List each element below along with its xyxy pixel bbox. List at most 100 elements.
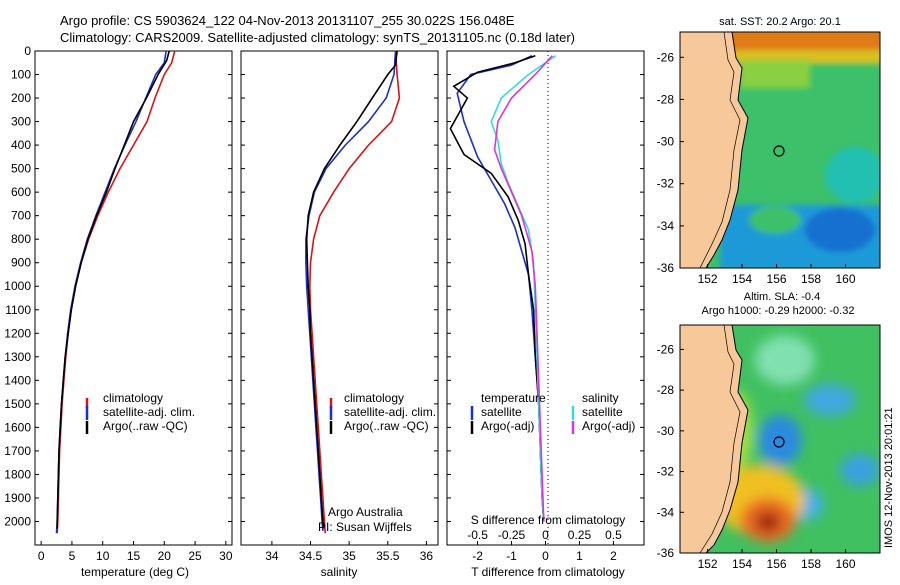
header-title-line2: Climatology: CARS2009. Satellite-adjuste… [60,30,575,45]
sst-argo-marker [773,145,785,157]
lat-tick-label: -30 [657,135,675,149]
x-tick-label: -2 [472,549,483,563]
sla-blue-blob-3 [840,454,880,486]
lat-tick-label: -32 [657,177,675,191]
lat-tick-label: -28 [657,383,675,397]
depth-tick-label: 2000 [4,514,31,528]
sla-light-blob [755,335,815,385]
legend-label-argo: Argo(..raw -QC) [103,419,188,433]
t-difference-axis-label: T difference from climatology [471,565,625,579]
sst-green-patch [749,206,801,234]
temperature-tick-labels: 0 5 10 15 20 25 30 [38,50,233,563]
sla-shelf-contour [699,325,741,553]
sla-map-title-line2: Argo h1000: -0.29 h2000: -0.32 [702,305,855,317]
lon-tick-label: 160 [836,272,856,286]
lon-tick-label: 152 [698,272,718,286]
t-difference-tick-labels: -2 -1 0 1 2 [447,50,644,563]
series-line-argo-raw-qc- [56,50,170,529]
depth-tick-label: 800 [11,232,31,246]
depth-tick-label: 1400 [4,373,31,387]
series-line-s-argo-adj- [493,55,553,522]
s-tick-label: 0.25 [568,528,592,542]
sst-coastline [705,32,749,268]
sst-yellow-patch [740,60,810,88]
lon-tick-label: 154 [732,272,752,286]
x-tick-label: -1 [506,549,517,563]
lat-tick-label: -30 [657,424,675,438]
legend-title-temperature: temperature [481,391,546,405]
x-tick-label: 10 [96,549,110,563]
x-tick-label: 1 [576,549,583,563]
sst-map: sat. SST: 20.2 Argo: 20.1 -26 -28 -30 -32 -3… [657,16,881,286]
depth-tick-label: 700 [11,209,31,223]
legend-label-s-satellite: satellite [582,405,623,419]
legend-title-salinity: salinity [582,391,619,405]
legend-label-climatology: climatology [103,391,163,405]
lon-tick-label: 160 [836,557,856,571]
lon-tick-label: 156 [767,557,787,571]
lat-tick-label: -28 [657,92,675,106]
depth-tick-label: 600 [11,185,31,199]
sst-lat-tick-labels: -26 -28 -30 -32 -34 -36 [657,50,684,275]
x-tick-label: 2 [610,549,617,563]
lat-tick-label: -34 [657,219,675,233]
temperature-lines [55,50,176,534]
sst-cyan-patch-1 [825,147,880,203]
lon-tick-label: 158 [801,557,821,571]
x-tick-label: 20 [158,549,172,563]
legend-label-t-argo: Argo(-adj) [481,419,534,433]
sla-map-field [680,325,880,553]
s-tick-label: -0.25 [498,528,526,542]
x-tick-label: 5 [69,549,76,563]
sla-lat-tick-labels: -26 -28 -30 -32 -34 -36 [657,342,684,560]
difference-axes-frame [446,50,645,546]
salinity-axis-label: salinity [321,565,358,579]
argo-australia-label: Argo Australia [328,505,403,519]
sla-lon-tick-labels: 152 154 156 158 160 [698,549,856,571]
sst-map-field [680,32,880,268]
legend-label-s-argo: Argo(-adj) [582,419,635,433]
series-line-climatology [308,50,401,534]
x-tick-label: 35.5 [376,549,400,563]
sla-coastline [705,325,749,553]
depth-tick-label: 500 [11,162,31,176]
sla-map-frame [679,324,881,554]
x-tick-label: 34.5 [299,549,323,563]
sla-map-title-line1: Altim. SLA: -0.4 [744,291,820,303]
depth-tick-label: 400 [11,138,31,152]
lat-tick-label: -36 [657,261,675,275]
salinity-lines [305,50,401,534]
lat-tick-label: -26 [657,50,675,64]
legend-label-satellite: satellite-adj. clim. [103,405,195,419]
salinity-legend: climatology satellite-adj. clim. Argo(..… [329,391,436,434]
depth-tick-label: 1200 [4,326,31,340]
sst-map-title: sat. SST: 20.2 Argo: 20.1 [719,16,841,28]
sla-blue-blob-1 [758,415,802,465]
temperature-axis-label: temperature (deg C) [81,565,189,579]
lon-tick-label: 156 [767,272,787,286]
header-title-line1: Argo profile: CS 5903624_122 04-Nov-2013… [60,13,515,28]
depth-tick-label: 1700 [4,444,31,458]
credit-timestamp: IMOS 12-Nov-2013 20:01:21 [883,407,895,548]
s-difference-tick-labels: -0.5 -0.25 0 0.25 0.5 [467,528,622,542]
sla-blue-blob-2 [804,384,856,416]
salinity-axes-frame [240,50,439,546]
depth-tick-label: 1300 [4,350,31,364]
sst-shelf-contour [699,32,741,268]
pi-label: PI: Susan Wijffels [318,520,412,534]
difference-legend: temperature satellite Argo(-adj) salinit… [470,391,635,434]
depth-tick-label: 1100 [5,303,31,317]
x-tick-label: 34 [265,549,279,563]
s-tick-label: -0.5 [467,528,488,542]
x-tick-label: 15 [127,549,141,563]
sla-red-blob [756,512,780,532]
lon-tick-label: 152 [698,557,718,571]
legend-label-t-satellite: satellite [481,405,522,419]
difference-panel: -2 -1 0 1 2 -0.5 -0.25 0 0.25 0.5 T difference f… [446,50,645,579]
s-tick-label: 0 [542,528,549,542]
series-line-s-satellite [490,55,557,522]
sst-lon-tick-labels: 152 154 156 158 160 [698,264,856,286]
temperature-legend: climatology satellite-adj. clim. Argo(..… [85,391,195,434]
